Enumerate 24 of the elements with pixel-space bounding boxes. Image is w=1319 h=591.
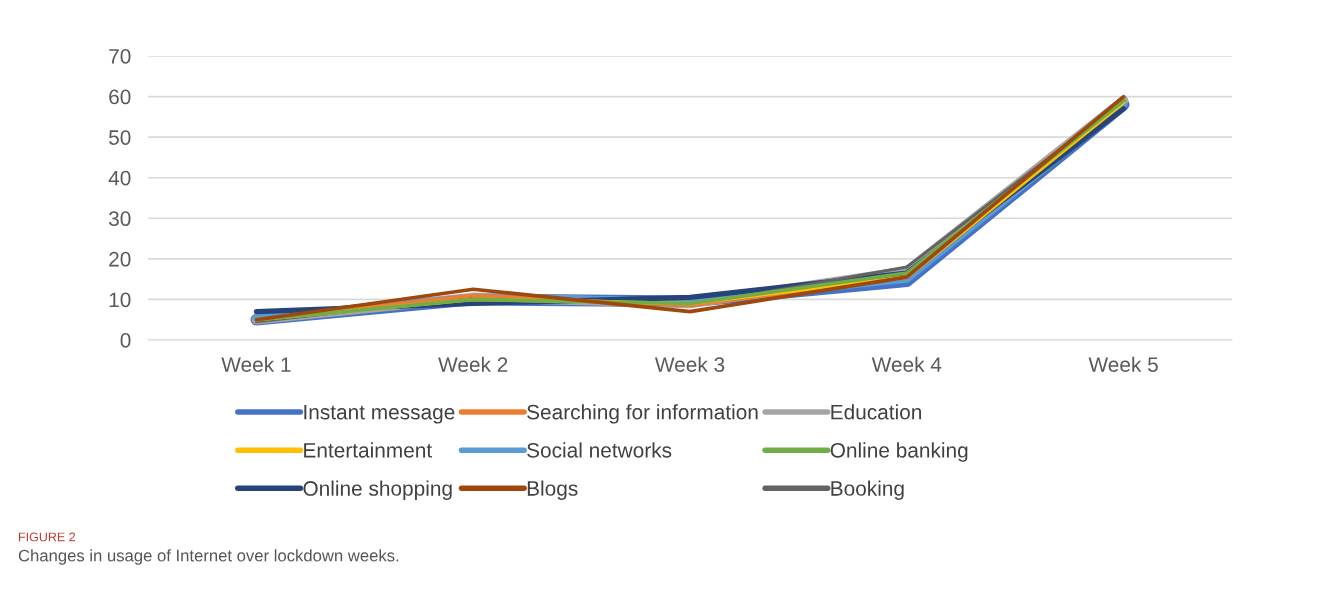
legend-label: Searching for information — [527, 404, 758, 424]
y-tick-label: 50 — [109, 130, 131, 145]
x-tick-label: Week 3 — [654, 356, 725, 372]
legend-label: Instant message — [304, 404, 455, 424]
legend-label: Entertainment — [304, 442, 432, 458]
x-tick-label: Week 4 — [871, 356, 942, 372]
y-tick-label: 70 — [109, 49, 131, 64]
caption: FIGURE 2 — [19, 532, 76, 542]
text: Changes in usage of Internet over lockdown weeks. — [18, 549, 399, 565]
y-tick-label: 20 — [109, 251, 131, 267]
y-tick-label: 10 — [109, 292, 131, 308]
x-tick-label: Week 5 — [1088, 356, 1158, 372]
y-tick-label: 0 — [120, 333, 131, 348]
legend-label: Online shopping — [303, 480, 452, 500]
y-tick-label: 40 — [108, 170, 131, 186]
legend-label: Blogs — [527, 480, 578, 500]
legend-label: Booking — [831, 480, 904, 500]
x-tick-label: Week 2 — [438, 356, 508, 372]
legend-label: Education — [831, 404, 922, 420]
legend-label: Social networks — [527, 442, 672, 458]
y-tick-label: 30 — [108, 211, 131, 227]
legend-label: Online banking — [830, 442, 968, 462]
x-tick-label: Week 1 — [221, 356, 291, 372]
y-tick-label: 60 — [109, 89, 131, 105]
